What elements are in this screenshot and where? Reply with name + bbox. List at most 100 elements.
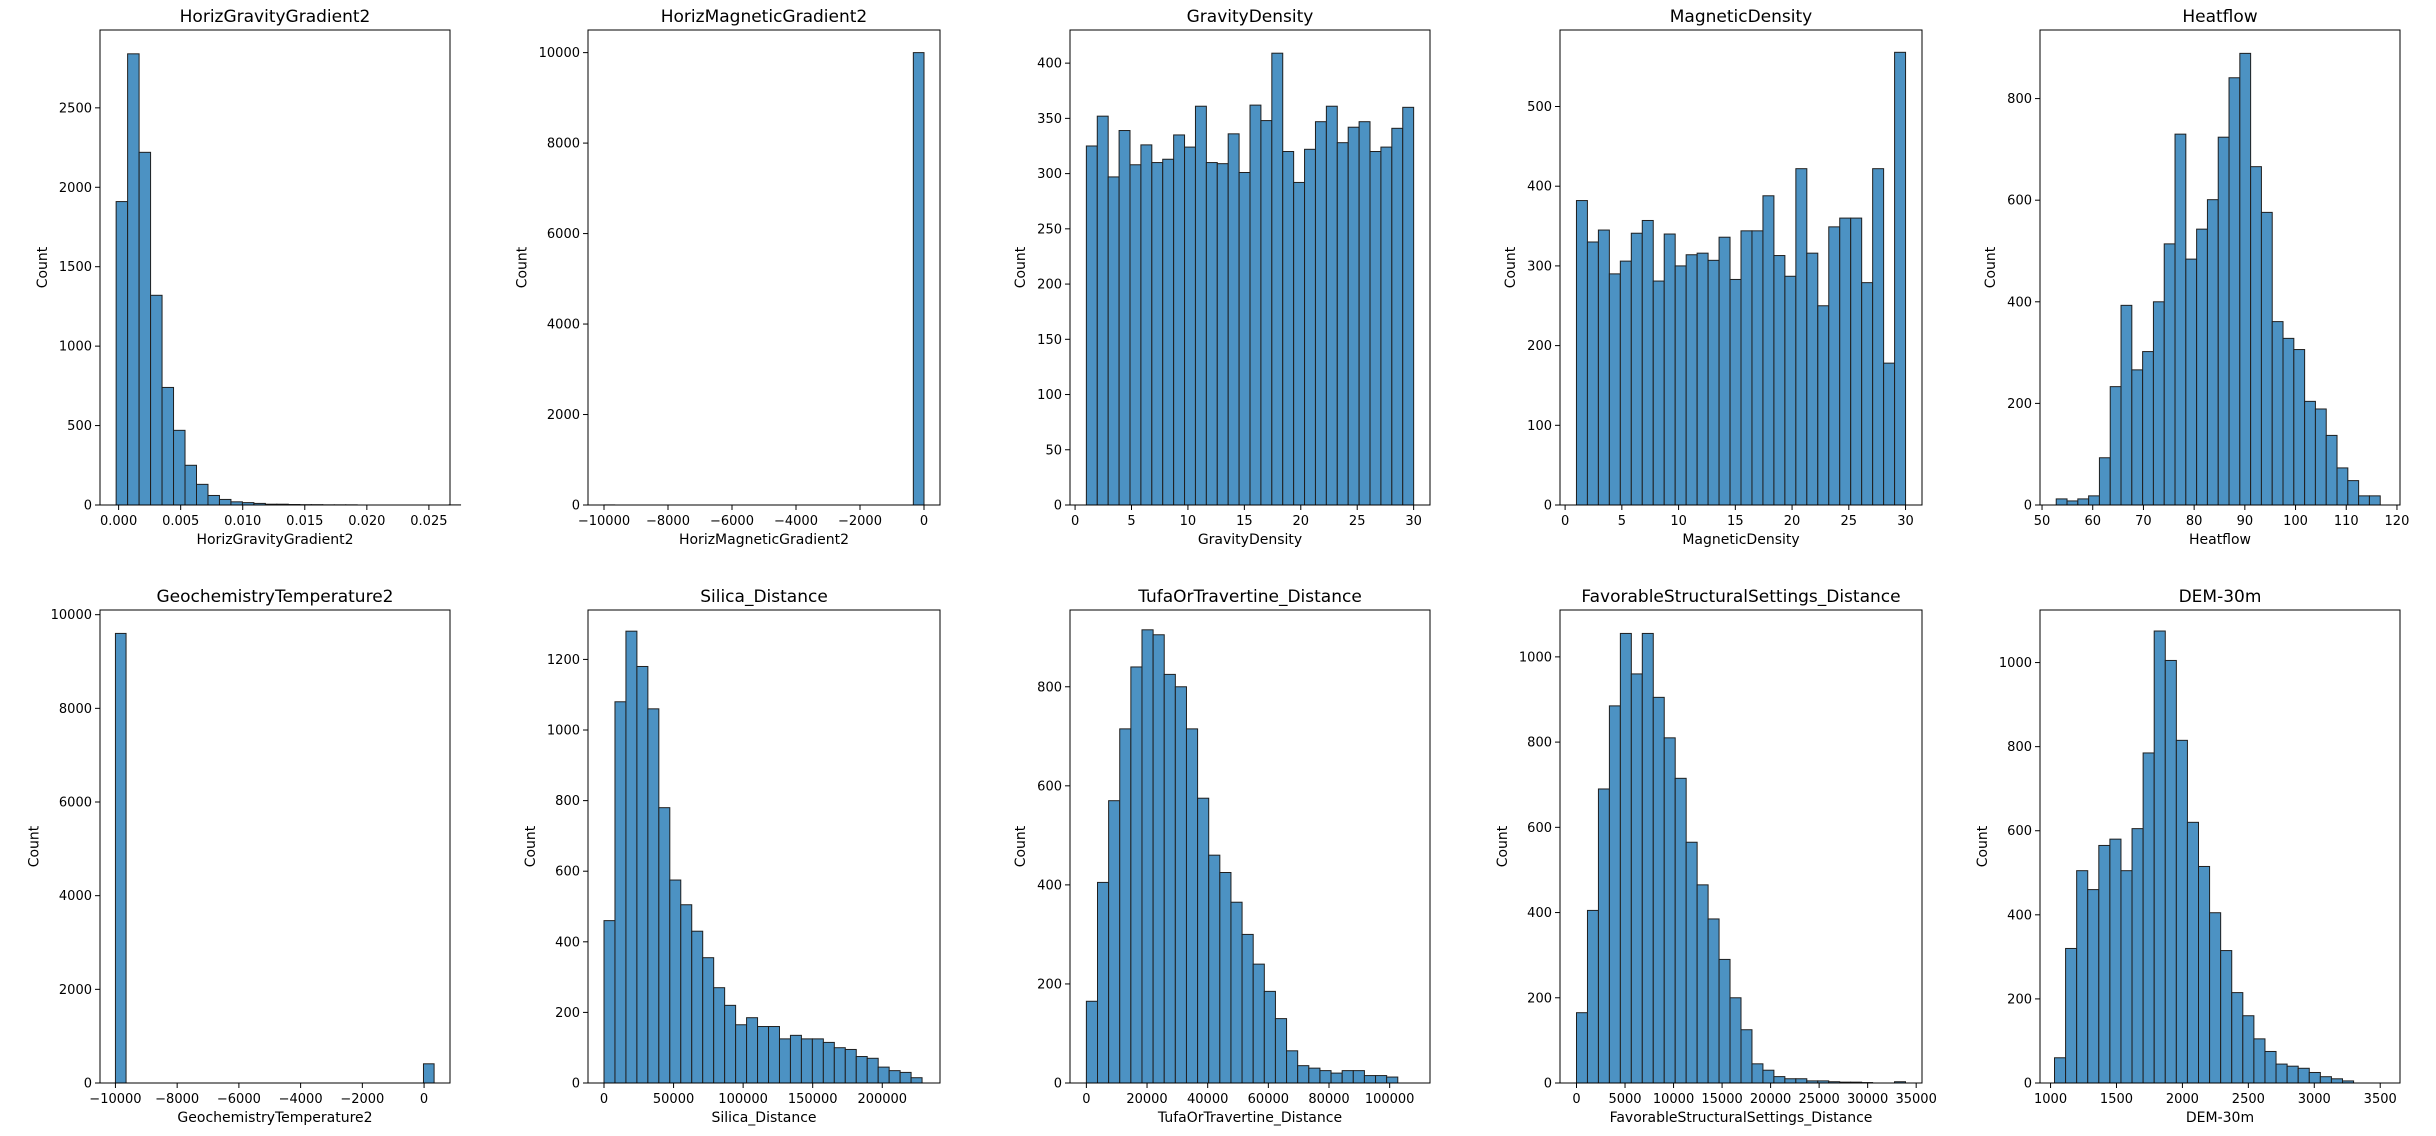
x-tick-label: −8000 xyxy=(646,514,690,529)
histogram-bar xyxy=(2142,351,2154,506)
histogram-bar xyxy=(2077,498,2090,506)
x-axis-label: HorizGravityGradient2 xyxy=(196,532,353,548)
y-tick-label: 0 xyxy=(84,1077,92,1092)
histogram-bar xyxy=(1174,686,1187,1084)
axes-frame xyxy=(99,29,451,506)
chart-panel-4: 0 5 10 15 20 25 300100200300400500MagneticDens… xyxy=(1503,7,1923,548)
histogram-bar xyxy=(1271,52,1284,506)
histogram-bar xyxy=(2196,228,2208,506)
histogram-bar xyxy=(1707,259,1720,506)
histogram-bar xyxy=(173,429,186,506)
y-tick-label: 500 xyxy=(67,419,92,434)
histogram-bar xyxy=(1347,126,1360,506)
histogram-bar xyxy=(1729,278,1742,506)
histogram-bar xyxy=(2264,1050,2277,1084)
x-axis-label: MagneticDensity xyxy=(1682,532,1799,548)
histogram-bar xyxy=(1205,162,1218,506)
histogram-bar xyxy=(2304,400,2316,506)
x-tick-label: 5000 xyxy=(1608,1092,1641,1107)
histogram-bar xyxy=(422,1063,435,1084)
x-axis-label: DEM-30m xyxy=(2186,1110,2254,1126)
histogram-bar xyxy=(2239,52,2252,506)
histogram-bar xyxy=(1304,148,1316,506)
y-tick-label: 0 xyxy=(2024,499,2032,514)
histogram-bar xyxy=(2164,659,2177,1084)
y-tick-label: 6000 xyxy=(59,796,92,811)
y-tick-label: 800 xyxy=(1037,680,1062,695)
histogram-bar xyxy=(1119,728,1132,1084)
x-tick-label: 0.010 xyxy=(224,514,261,529)
chart-panel-6: −10000 −8000 −6000 −4000 −2000 0 0 2000 4000 6000… xyxy=(27,587,451,1126)
y-tick-label: 2500 xyxy=(59,101,92,116)
histogram-bar xyxy=(2065,947,2078,1084)
histogram-bar xyxy=(603,920,616,1084)
y-tick-label: 200 xyxy=(1037,278,1062,293)
histogram-bar xyxy=(2054,1057,2067,1084)
histogram-bar xyxy=(899,1071,912,1084)
x-tick-label: 15000 xyxy=(1701,1092,1742,1107)
histogram-bar xyxy=(1718,236,1731,506)
histogram-bar xyxy=(1586,909,1599,1084)
histogram-bar xyxy=(2142,752,2155,1084)
y-tick-label: 400 xyxy=(2007,295,2032,310)
histogram-bar xyxy=(1130,666,1143,1084)
histogram-bar xyxy=(2087,889,2100,1084)
histogram-bar xyxy=(680,904,693,1084)
x-tick-label: 0 xyxy=(600,1092,608,1107)
histogram-bar xyxy=(2131,369,2144,506)
chart-panel-7: 0 50000 100000 150000 200000 0 200 400 600 800 100… xyxy=(523,587,941,1126)
histogram-bar xyxy=(2186,821,2200,1084)
histogram-bar xyxy=(724,1004,737,1084)
y-tick-label: 1000 xyxy=(1519,650,1552,665)
x-tick-label: 70 xyxy=(2135,514,2152,529)
y-tick-label: 2000 xyxy=(59,181,92,196)
y-tick-label: 50 xyxy=(1045,443,1062,458)
x-tick-label: 25000 xyxy=(1798,1092,1839,1107)
histogram-bar xyxy=(1762,1069,1775,1084)
chart-title: MagneticDensity xyxy=(1670,7,1812,27)
y-tick-label: 1200 xyxy=(547,653,580,668)
x-tick-label: 50 xyxy=(2034,514,2051,529)
histogram-bar xyxy=(184,464,197,506)
histogram-bar xyxy=(1297,1065,1310,1084)
histogram-bar xyxy=(2206,199,2219,506)
histogram-bar xyxy=(866,1057,879,1084)
chart-panel-3: 0 5 10 15 20 25 30050100150200250300350400Grav… xyxy=(1013,7,1431,548)
histogram-bar xyxy=(195,483,209,506)
histogram-bar xyxy=(2120,870,2133,1084)
histogram-bar xyxy=(1872,168,1885,506)
y-axis-label: Count xyxy=(1013,246,1029,288)
histogram-bar xyxy=(1152,634,1165,1084)
y-tick-label: 8000 xyxy=(59,702,92,717)
y-tick-label: 600 xyxy=(2007,824,2032,839)
histogram-bar xyxy=(1163,673,1176,1084)
histogram-bar xyxy=(1795,168,1808,506)
histogram-bar xyxy=(2055,498,2068,506)
axes-frame xyxy=(2039,29,2401,506)
histogram-bar xyxy=(789,1034,802,1084)
histogram-bar xyxy=(1162,158,1175,506)
x-tick-label: 35000 xyxy=(1895,1092,1936,1107)
y-tick-label: 4000 xyxy=(59,889,92,904)
histogram-bar xyxy=(625,630,638,1084)
histogram-bar xyxy=(1630,673,1643,1084)
histogram-bar xyxy=(1375,1075,1388,1084)
x-tick-label: 0 xyxy=(420,1092,428,1107)
histogram-bar xyxy=(2231,992,2244,1084)
y-tick-label: 800 xyxy=(555,794,580,809)
histogram-bar xyxy=(1263,990,1276,1084)
histogram-bar xyxy=(1260,120,1273,506)
axes-frame xyxy=(587,29,941,506)
histogram-bar xyxy=(1608,273,1621,506)
histogram-bar xyxy=(1674,265,1687,506)
x-tick-label: 25 xyxy=(1349,514,1366,529)
histogram-bar xyxy=(2297,1067,2310,1084)
histogram-bar xyxy=(1740,230,1753,506)
histogram-bar xyxy=(2336,467,2349,506)
y-tick-label: 2000 xyxy=(547,408,580,423)
histogram-bar xyxy=(1358,121,1371,506)
x-tick-label: 30 xyxy=(1405,514,1422,529)
histogram-bar xyxy=(1391,127,1404,506)
histogram-bar xyxy=(2109,386,2122,506)
x-tick-label: 0 xyxy=(1561,514,1569,529)
